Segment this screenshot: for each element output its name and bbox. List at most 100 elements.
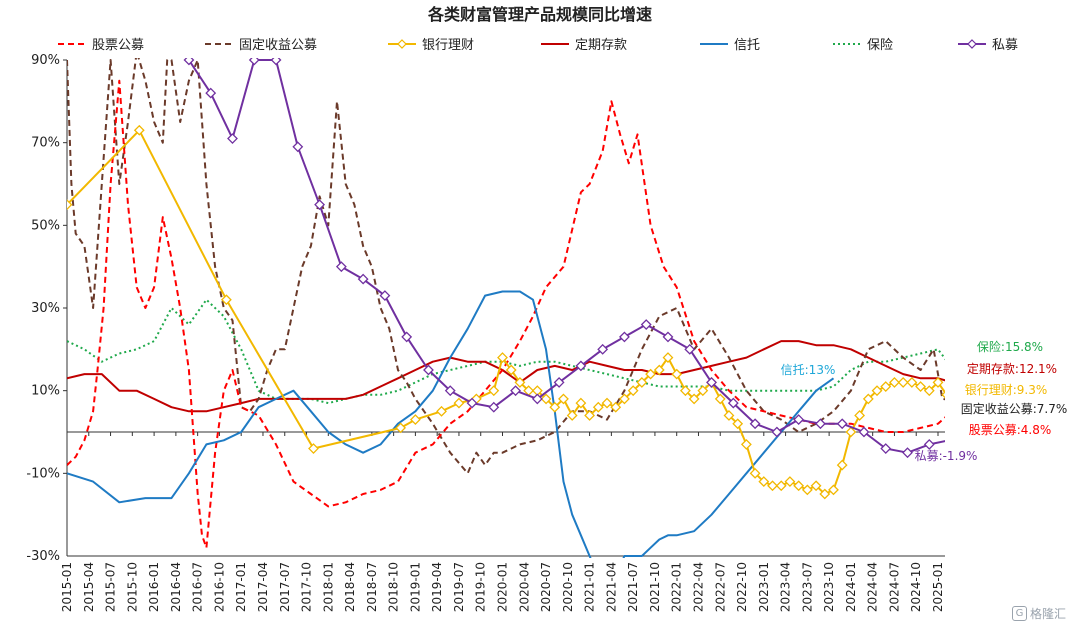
data-point — [871, 385, 883, 397]
data-point — [540, 393, 552, 405]
data-point — [220, 294, 232, 306]
data-point — [357, 273, 369, 285]
data-point — [67, 199, 73, 211]
legend-item: 私募 — [958, 38, 1018, 53]
data-point — [679, 385, 691, 397]
data-point — [727, 397, 739, 409]
data-point — [951, 389, 960, 398]
data-point — [436, 405, 447, 417]
x-tick-label: 2024-07 — [887, 562, 901, 612]
data-point — [793, 480, 805, 492]
series-line — [67, 298, 945, 405]
data-point — [880, 443, 892, 454]
data-point — [409, 414, 421, 426]
data-point — [793, 414, 805, 426]
series-end-label: 私募:-1.9% — [915, 449, 978, 463]
x-tick-label: 2022-07 — [713, 562, 727, 612]
data-point — [947, 435, 956, 444]
data-point — [610, 401, 622, 413]
x-tick-label: 2021-01 — [583, 562, 597, 612]
data-point — [292, 141, 304, 153]
x-tick-label: 2017-01 — [234, 562, 248, 612]
series-line — [67, 129, 945, 495]
legend-label: 股票公募 — [92, 38, 144, 53]
data-point — [531, 393, 543, 405]
data-point — [227, 133, 238, 144]
x-tick-label: 2021-07 — [626, 562, 640, 612]
x-tick-label: 2024-04 — [866, 562, 880, 612]
data-point — [814, 418, 826, 430]
x-tick-label: 2024-01 — [844, 562, 858, 612]
x-tick-label: 2021-10 — [648, 562, 662, 612]
data-point — [466, 397, 478, 409]
x-tick-label: 2019-10 — [474, 562, 488, 612]
x-tick-label: 2021-04 — [604, 562, 618, 612]
data-point — [862, 393, 874, 405]
legend-item: 固定收益公募 — [205, 38, 317, 53]
y-tick-label: 70% — [31, 136, 60, 151]
data-point — [749, 418, 761, 430]
legend-label: 私募 — [992, 38, 1018, 53]
data-point — [845, 426, 857, 438]
watermark: G 格隆汇 — [1011, 605, 1066, 622]
series-end-label: 银行理财:9.3% — [965, 383, 1048, 397]
data-point — [640, 319, 652, 330]
legend-item: 银行理财 — [388, 38, 474, 53]
series-line — [67, 290, 835, 558]
data-point — [688, 393, 700, 405]
watermark-logo-icon: G — [1011, 606, 1027, 621]
data-point — [444, 385, 456, 397]
x-tick-label: 2022-04 — [691, 562, 705, 612]
x-tick-label: 2023-07 — [800, 562, 814, 612]
data-point — [732, 418, 744, 430]
data-point — [858, 426, 870, 438]
watermark-text: 格隆汇 — [1029, 607, 1066, 621]
x-tick-label: 2024-10 — [909, 562, 923, 612]
data-point — [379, 290, 391, 302]
data-point — [810, 480, 822, 492]
data-point — [133, 124, 145, 136]
x-tick-label: 2015-07 — [104, 562, 118, 612]
data-point — [270, 58, 282, 66]
legend-label: 固定收益公募 — [239, 38, 317, 53]
data-point — [854, 410, 866, 421]
legend-item: 信托 — [700, 38, 760, 53]
series-6 — [183, 58, 956, 459]
data-point — [671, 368, 683, 380]
data-point — [775, 480, 787, 492]
series-5 — [67, 298, 945, 405]
data-point — [902, 447, 913, 459]
x-tick-label: 2020-10 — [561, 562, 575, 612]
series-line — [67, 58, 945, 475]
x-tick-label: 2015-10 — [125, 562, 139, 612]
legend-item: 定期存款 — [541, 38, 627, 53]
legend-label: 定期存款 — [575, 38, 627, 53]
x-tick-label: 2015-01 — [60, 562, 74, 612]
series-end-label: 保险:15.8% — [977, 339, 1043, 354]
data-point — [335, 261, 347, 273]
data-point — [915, 381, 926, 392]
legend-item: 保险 — [833, 38, 893, 53]
data-point — [771, 426, 783, 438]
data-point — [819, 488, 831, 500]
data-point — [584, 410, 596, 421]
data-point — [488, 385, 500, 397]
legend: 股票公募 固定收益公募 银行理财 定期存款 信托 保险 私募 — [58, 38, 1018, 53]
x-tick-label: 2019-07 — [452, 562, 466, 612]
x-tick-label: 2018-10 — [387, 562, 401, 612]
x-tick-label: 2016-01 — [147, 562, 161, 612]
x-tick-label: 2020-01 — [496, 562, 510, 612]
data-point — [514, 376, 526, 388]
data-point — [941, 391, 945, 399]
data-point — [836, 418, 848, 430]
data-point — [880, 381, 892, 392]
data-point — [308, 443, 319, 454]
data-point — [510, 385, 521, 397]
x-tick-label: 2022-10 — [735, 562, 749, 612]
chart-title: 各类财富管理产品规模同比增速 — [427, 5, 652, 24]
data-point — [636, 376, 648, 388]
x-tick-label: 2017-04 — [256, 562, 270, 612]
x-tick-label: 2018-01 — [321, 562, 335, 612]
data-point — [697, 385, 709, 397]
